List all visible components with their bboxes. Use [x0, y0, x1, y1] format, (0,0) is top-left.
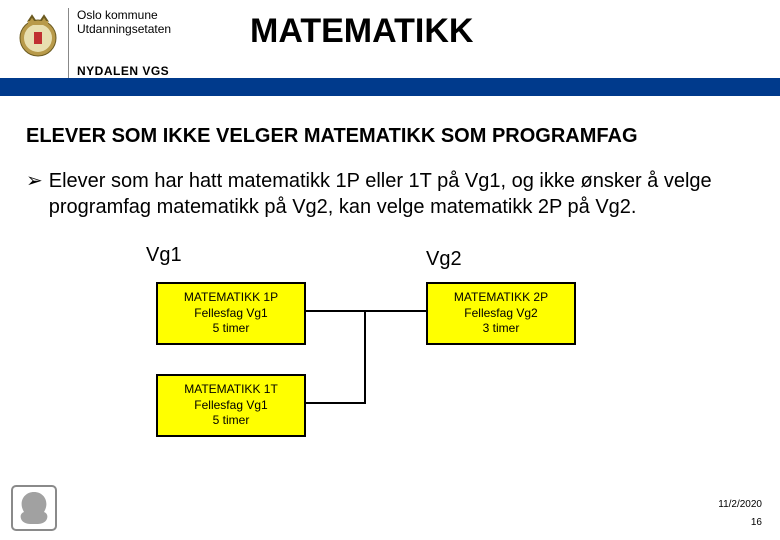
diagram: Vg1 Vg2 MATEMATIKK 1P Fellesfag Vg1 5 ti… — [26, 244, 760, 464]
connector-line — [364, 310, 366, 404]
box-line: 3 timer — [432, 321, 570, 337]
footer-page: 16 — [751, 517, 762, 528]
box-line: Fellesfag Vg2 — [432, 306, 570, 322]
logo-column — [8, 8, 68, 58]
section-heading: ELEVER SOM IKKE VELGER MATEMATIKK SOM PR… — [26, 124, 760, 148]
box-line: Fellesfag Vg1 — [162, 398, 300, 414]
box-line: 5 timer — [162, 413, 300, 429]
diagram-label-vg2: Vg2 — [426, 248, 462, 271]
box-matematikk-1t: MATEMATIKK 1T Fellesfag Vg1 5 timer — [156, 374, 306, 437]
bullet-arrow-icon: ➢ — [26, 168, 43, 194]
box-line: MATEMATIKK 2P — [432, 290, 570, 306]
box-line: Fellesfag Vg1 — [162, 306, 300, 322]
diagram-label-vg1: Vg1 — [146, 244, 182, 267]
page-title: MATEMATIKK — [250, 12, 473, 51]
oslo-crest-icon — [14, 10, 62, 58]
bullet-text: Elever som har hatt matematikk 1P eller … — [49, 168, 760, 220]
content: ELEVER SOM IKKE VELGER MATEMATIKK SOM PR… — [0, 96, 780, 464]
org-line1: Oslo kommune — [77, 8, 171, 22]
box-matematikk-2p: MATEMATIKK 2P Fellesfag Vg2 3 timer — [426, 282, 576, 345]
org-line2: Utdanningsetaten — [77, 22, 171, 36]
org-column: Oslo kommune Utdanningsetaten NYDALEN VG… — [68, 8, 171, 78]
header: Oslo kommune Utdanningsetaten NYDALEN VG… — [0, 0, 780, 78]
box-line: 5 timer — [162, 321, 300, 337]
school-name: NYDALEN VGS — [77, 64, 171, 78]
footer-logo-icon — [10, 484, 58, 532]
box-matematikk-1p: MATEMATIKK 1P Fellesfag Vg1 5 timer — [156, 282, 306, 345]
footer-date: 11/2/2020 — [718, 499, 762, 510]
connector-line — [306, 310, 426, 312]
bullet-item: ➢ Elever som har hatt matematikk 1P elle… — [26, 168, 760, 220]
connector-line — [306, 402, 366, 404]
org-text: Oslo kommune Utdanningsetaten — [77, 8, 171, 37]
box-line: MATEMATIKK 1P — [162, 290, 300, 306]
box-line: MATEMATIKK 1T — [162, 382, 300, 398]
separator-bar — [0, 78, 780, 96]
